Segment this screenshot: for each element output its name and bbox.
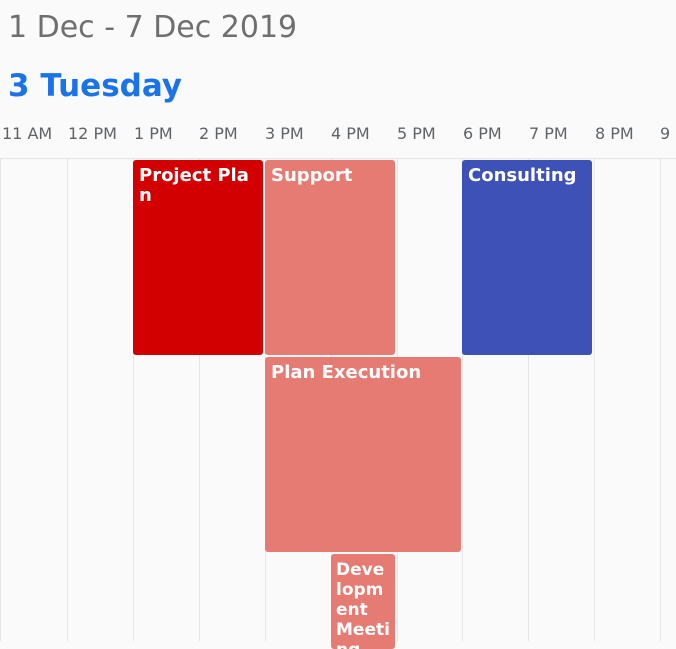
time-label-8pm: 8 PM <box>595 124 634 143</box>
appointment-project-plan[interactable]: Project Plan <box>133 160 263 355</box>
timeline-header: 11 AM 12 PM 1 PM 2 PM 3 PM 4 PM 5 PM 6 P… <box>0 124 676 146</box>
appointment-development-meeting[interactable]: Development Meeting <box>331 554 395 649</box>
appointment-title: Project Plan <box>139 165 249 206</box>
appointment-title: Development Meeting <box>336 560 390 649</box>
appointment-title: Consulting <box>468 165 577 186</box>
time-label-5pm: 5 PM <box>397 124 436 143</box>
grid-line <box>0 159 1 641</box>
time-label-6pm: 6 PM <box>463 124 502 143</box>
time-label-4pm: 4 PM <box>331 124 370 143</box>
appointment-support[interactable]: Support <box>265 160 395 355</box>
time-label-2pm: 2 PM <box>199 124 238 143</box>
day-title[interactable]: 3 Tuesday <box>8 68 183 104</box>
grid-line <box>528 159 529 641</box>
date-range-header[interactable]: 1 Dec - 7 Dec 2019 <box>8 10 298 45</box>
time-label-9pm: 9 PM <box>660 124 676 143</box>
appointment-title: Plan Execution <box>271 362 422 383</box>
grid-line <box>199 159 200 641</box>
grid-line <box>133 159 134 641</box>
time-label-11am: 11 AM <box>2 124 53 143</box>
time-label-1pm: 1 PM <box>134 124 173 143</box>
appointment-consulting[interactable]: Consulting <box>462 160 592 355</box>
time-label-12pm: 12 PM <box>68 124 117 143</box>
time-label-7pm: 7 PM <box>529 124 568 143</box>
grid-line <box>594 159 595 641</box>
timeline-grid[interactable]: Project Plan Support Consulting Plan Exe… <box>0 158 676 649</box>
time-label-3pm: 3 PM <box>265 124 304 143</box>
appointment-title: Support <box>271 165 353 186</box>
grid-line <box>660 159 661 641</box>
grid-line <box>462 159 463 641</box>
grid-line <box>67 159 68 641</box>
appointment-plan-execution[interactable]: Plan Execution <box>265 357 461 552</box>
